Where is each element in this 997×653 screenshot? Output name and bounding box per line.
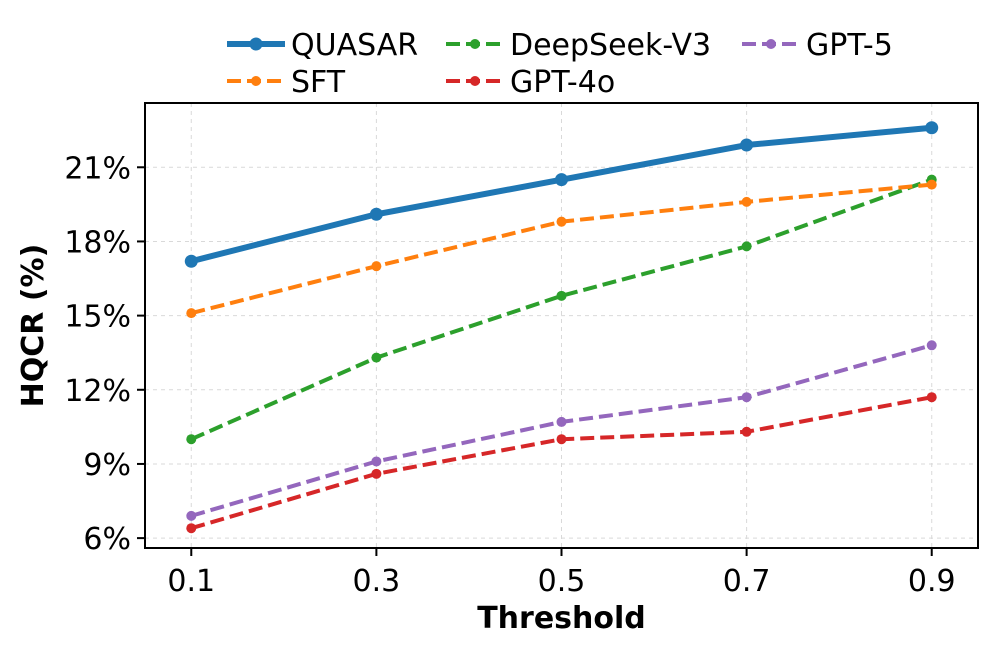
legend-marker xyxy=(470,39,480,49)
legend-item-gpt-4o: GPT-4o xyxy=(446,65,615,100)
data-point xyxy=(184,254,198,268)
data-point xyxy=(371,456,382,467)
data-point xyxy=(186,434,197,445)
series-gpt-4o xyxy=(186,392,937,534)
series-quasar xyxy=(184,121,939,268)
data-point xyxy=(371,261,382,272)
y-tick-label: 18% xyxy=(64,225,131,260)
x-tick-label: 0.7 xyxy=(723,564,771,599)
data-point xyxy=(556,416,567,427)
x-tick-label: 0.5 xyxy=(538,564,586,599)
legend-marker xyxy=(766,39,776,49)
data-point xyxy=(925,121,939,135)
legend-item-gpt-5: GPT-5 xyxy=(742,28,893,63)
legend-item-sft: SFT xyxy=(227,65,346,100)
y-axis: 6% 9% 12% 15% 18% 21% xyxy=(64,151,145,557)
data-point xyxy=(556,216,567,227)
data-point xyxy=(926,340,937,351)
series-gpt-5 xyxy=(186,340,937,521)
x-axis-title: Threshold xyxy=(477,601,646,636)
data-point xyxy=(740,138,754,152)
series-sft xyxy=(186,179,937,319)
data-point xyxy=(741,241,752,252)
y-tick-label: 15% xyxy=(64,300,131,335)
series-layer xyxy=(184,121,939,534)
data-point xyxy=(371,352,382,363)
x-tick-label: 0.9 xyxy=(908,564,956,599)
data-point xyxy=(555,173,568,187)
data-point xyxy=(741,426,752,437)
y-tick-label: 21% xyxy=(64,151,131,186)
legend-label: SFT xyxy=(291,65,346,100)
x-axis: 0.1 0.3 0.5 0.7 0.9 xyxy=(167,548,956,599)
data-point xyxy=(741,196,752,207)
data-point xyxy=(556,434,567,445)
legend-label: GPT-4o xyxy=(510,65,615,100)
y-axis-title: HQCR (%) xyxy=(16,244,51,408)
data-point xyxy=(369,207,383,221)
legend-label: QUASAR xyxy=(291,28,418,63)
x-tick-label: 0.1 xyxy=(167,564,215,599)
legend-marker xyxy=(249,37,263,51)
x-tick-label: 0.3 xyxy=(353,564,401,599)
legend-label: DeepSeek-V3 xyxy=(510,28,711,63)
y-tick-label: 9% xyxy=(83,448,131,483)
data-point xyxy=(371,468,382,479)
legend-marker xyxy=(251,76,261,86)
legend-marker xyxy=(470,76,480,86)
legend-item-deepseek-v3: DeepSeek-V3 xyxy=(446,28,711,63)
y-tick-label: 12% xyxy=(64,374,131,409)
legend-item-quasar: QUASAR xyxy=(227,28,418,63)
data-point xyxy=(186,308,197,319)
grid xyxy=(145,103,978,548)
y-tick-label: 6% xyxy=(83,522,131,557)
data-point xyxy=(186,510,197,521)
legend-label: GPT-5 xyxy=(806,28,893,63)
data-point xyxy=(556,290,567,301)
data-point xyxy=(926,392,937,403)
data-point xyxy=(186,523,197,534)
data-point xyxy=(926,179,937,190)
data-point xyxy=(741,392,752,403)
